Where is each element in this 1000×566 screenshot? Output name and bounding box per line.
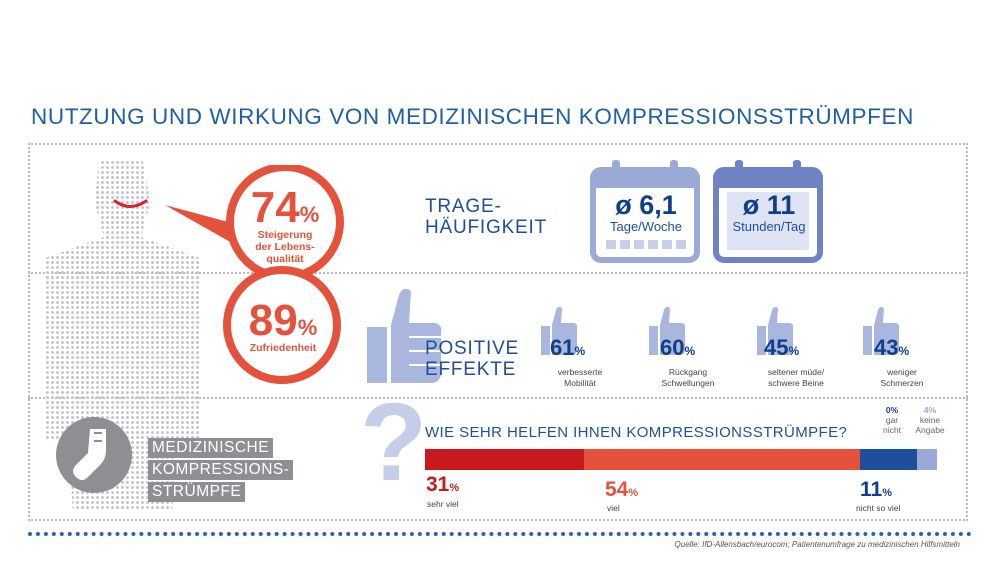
- effect-caption-line: weniger: [887, 367, 917, 377]
- satisfied-stat: 89% Zufriedenheit: [228, 296, 338, 354]
- effect-caption: seltener müde/schwere Beine: [756, 367, 836, 389]
- bar-caption-line: gar: [885, 415, 899, 425]
- satisfied-unit: %: [297, 315, 318, 340]
- question-mark-icon: ?: [360, 381, 428, 504]
- thumbs-up-icon: [863, 306, 900, 355]
- thumbs-up-icon: [541, 306, 578, 355]
- effect-value: 60: [660, 335, 685, 360]
- effect-unit: %: [684, 344, 696, 358]
- smile-icon: [113, 199, 148, 208]
- effect-caption-line: Schmerzen: [880, 378, 924, 388]
- effect-value: 43: [874, 335, 899, 360]
- bar-caption-line: keine: [919, 415, 941, 425]
- dotted-divider-2: [28, 397, 968, 399]
- bar-label-value: 31: [426, 473, 450, 496]
- bar-label-unit: %: [628, 487, 639, 499]
- effect-value: 45: [764, 335, 789, 360]
- effect-caption: Rückgang Schwellungen: [648, 367, 728, 389]
- effect-value-wrap: 60%: [660, 335, 695, 361]
- quality-value: 74: [250, 183, 300, 232]
- effect-unit: %: [788, 344, 800, 358]
- bar-segment-sehr-viel: [425, 449, 584, 470]
- bar-caption-nicht-so-viel: nicht so viel: [856, 503, 901, 513]
- effect-value-wrap: 45%: [764, 335, 799, 361]
- product-label-line: MEDIZINISCHE: [148, 438, 274, 458]
- hours-value: ø 11: [742, 190, 796, 220]
- speech-bubbles: [165, 165, 344, 384]
- effects-label: POSITIVE EFFEKTE: [425, 338, 519, 380]
- effect-value-wrap: 43%: [874, 335, 909, 361]
- days-stat: ø 6,1 Tage/Woche: [594, 190, 698, 234]
- bar-label-sehr-viel: 31%: [426, 473, 459, 497]
- bar-label-gar-nicht: 0% gar nicht: [874, 405, 910, 435]
- effect-caption-line: Schwellungen: [661, 378, 715, 388]
- calendar-icon: [590, 160, 700, 263]
- page-title: NUTZUNG UND WIRKUNG VON MEDIZINISCHEN KO…: [31, 104, 914, 129]
- dotted-divider-1: [28, 272, 968, 274]
- product-label-line: STRÜMPFE: [148, 482, 246, 502]
- quality-unit: %: [299, 202, 320, 227]
- stocking-logo-icon: [56, 417, 132, 493]
- bar-segment-viel: [583, 449, 861, 470]
- bar-label-unit: %: [882, 487, 892, 499]
- bar-label-unit: %: [449, 482, 460, 494]
- thumbs-up-icon: [649, 306, 686, 355]
- product-label: MEDIZINISCHE KOMPRESSIONS- STRÜMPFE: [148, 438, 294, 502]
- quality-label: Steigerung der Lebens- qualität: [230, 229, 340, 265]
- thumbs-up-icon: [757, 306, 794, 355]
- satisfied-value: 89: [248, 296, 298, 345]
- bottom-dotted-rule: [28, 532, 972, 536]
- bar-segment-nicht-so-viel: [860, 449, 917, 470]
- bar-label-value: 11: [860, 478, 883, 501]
- chart-title: WIE SEHR HELFEN IHNEN KOMPRESSIONSSTRÜMP…: [425, 424, 848, 441]
- days-unit: Tage/Woche: [609, 219, 683, 234]
- quality-stat: 74% Steigerung der Lebens- qualität: [230, 183, 340, 265]
- hours-unit: Stunden/Tag: [732, 219, 806, 234]
- effect-value-wrap: 61%: [550, 335, 585, 361]
- dotted-frame: [28, 143, 968, 521]
- quality-label-line: qualität: [266, 253, 304, 265]
- bar-segment-keine-angabe: [916, 449, 937, 470]
- effect-unit: %: [574, 344, 586, 358]
- days-value: ø 6,1: [615, 190, 677, 220]
- effect-caption-line: Mobilität: [564, 378, 596, 388]
- bar-caption-viel: viel: [607, 503, 620, 513]
- thumbs-up-icon: [367, 288, 442, 383]
- product-label-line: KOMPRESSIONS-: [148, 460, 294, 480]
- bar-label-value: 54: [605, 478, 629, 501]
- effect-caption-line: Rückgang: [668, 367, 708, 377]
- effect-caption-line: verbesserte: [557, 367, 603, 377]
- bar-label-value: 0%: [885, 405, 899, 415]
- quality-label-line: der Lebens-: [255, 241, 315, 253]
- effect-value: 61: [550, 335, 575, 360]
- bar-label-keine-angabe: 4% keine Angabe: [910, 405, 950, 435]
- bar-label-value: 4%: [923, 405, 937, 415]
- bar-caption-sehr-viel: sehr viel: [427, 499, 459, 509]
- effect-caption: weniger Schmerzen: [862, 367, 942, 389]
- satisfied-label: Zufriedenheit: [249, 342, 317, 354]
- effect-caption: verbesserte Mobilität: [540, 367, 620, 389]
- effect-caption-line: schwere Beine: [768, 378, 824, 388]
- wearing-label-line: TRAGE-: [425, 196, 502, 217]
- quality-label-line: Steigerung: [257, 229, 313, 241]
- effects-label-line: EFFEKTE: [425, 359, 517, 380]
- bar-label-viel: 54%: [605, 478, 638, 502]
- source-note: Quelle: IfD-Allensbach/eurocom; Patiente…: [674, 540, 960, 549]
- bar-caption-line: nicht: [883, 425, 901, 435]
- bar-caption-line: Angabe: [915, 425, 945, 435]
- wearing-label: TRAGE- HÄUFIGKEIT: [425, 196, 547, 238]
- calendar-icon: [713, 160, 823, 263]
- effect-unit: %: [898, 344, 910, 358]
- effects-label-line: POSITIVE: [425, 338, 520, 359]
- wearing-label-line: HÄUFIGKEIT: [425, 217, 548, 238]
- effect-caption-line: seltener müde/: [767, 367, 825, 377]
- hours-stat: ø 11 Stunden/Tag: [717, 190, 821, 234]
- bar-label-nicht-so-viel: 11%: [860, 478, 892, 502]
